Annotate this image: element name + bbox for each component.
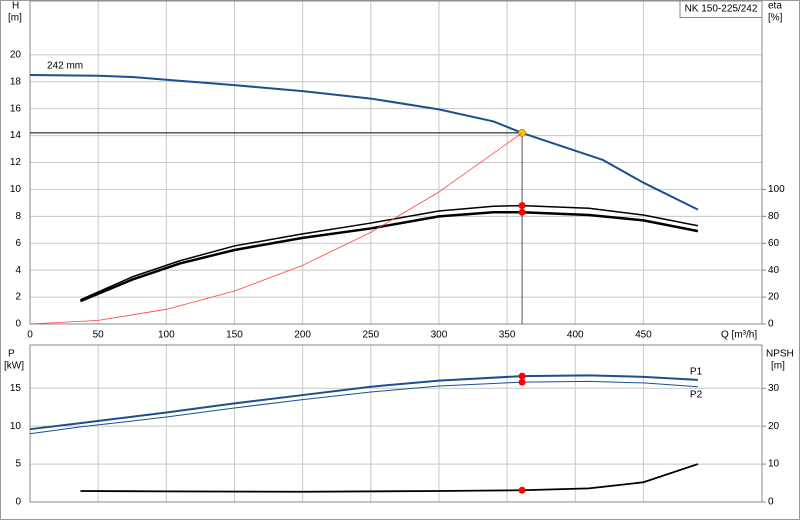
y-tick-label: 15 [10,383,22,394]
y-tick-label: 0 [15,497,21,508]
plot-frame [29,344,763,503]
x-tick-label: 0 [27,330,33,341]
y-tick-label: 12 [10,157,22,168]
plot-frame [29,0,763,325]
y2-tick-label: 30 [768,383,780,394]
y-tick-label: 10 [10,421,22,432]
y-tick-label: 14 [10,130,22,141]
operating-point [518,378,526,386]
x-axis-title: Q [m³/h] [721,330,757,341]
curve [79,211,699,303]
y2-axis-title: eta [768,1,782,12]
operating-point [518,202,526,210]
y2-tick-label: 10 [768,459,780,470]
y2-axis-title: NPSH [766,349,794,360]
series-label: P1 [690,367,703,378]
y2-tick-label: 80 [768,211,780,222]
series-label: 242 mm [47,61,83,72]
y-tick-label: 18 [10,76,22,87]
curve [29,74,699,211]
y-tick-label: 2 [15,292,21,303]
y-tick-label: 10 [10,184,22,195]
y-tick-label: 5 [15,459,21,470]
y2-tick-label: 20 [768,292,780,303]
y2-axis-unit: [m] [771,361,785,372]
operating-point [518,486,526,494]
x-tick-label: 100 [158,330,175,341]
curve [29,132,523,325]
x-tick-label: 250 [362,330,379,341]
curve [29,374,698,431]
y-tick-label: 4 [15,265,21,276]
y2-tick-label: 0 [768,319,774,330]
operating-point [518,208,526,216]
model-label: NK 150-225/242 [685,4,758,15]
x-tick-label: 50 [93,330,105,341]
x-tick-label: 350 [499,330,516,341]
x-tick-label: 400 [567,330,584,341]
y-tick-label: 16 [10,103,22,114]
curve [29,380,698,435]
curve [80,204,699,301]
y-tick-label: 6 [15,238,21,249]
y2-tick-label: 100 [768,184,785,195]
y2-tick-label: 60 [768,238,780,249]
y-axis-title: P [8,349,15,360]
x-tick-label: 450 [635,330,652,341]
y2-tick-label: 20 [768,421,780,432]
x-tick-label: 300 [431,330,448,341]
operating-point [518,372,526,380]
series-label: P2 [690,389,703,400]
y-tick-label: 20 [10,49,22,60]
y2-tick-label: 40 [768,265,780,276]
y-tick-label: 8 [15,211,21,222]
y-axis-unit: [m] [8,13,22,24]
x-tick-label: 150 [226,330,243,341]
curve [80,463,699,493]
y2-axis-unit: [%] [768,13,783,24]
y-axis-unit: [kW] [4,361,24,372]
y2-tick-label: 0 [768,497,774,508]
x-tick-label: 200 [294,330,311,341]
y-axis-title: H [12,1,19,12]
y-tick-label: 0 [15,319,21,330]
